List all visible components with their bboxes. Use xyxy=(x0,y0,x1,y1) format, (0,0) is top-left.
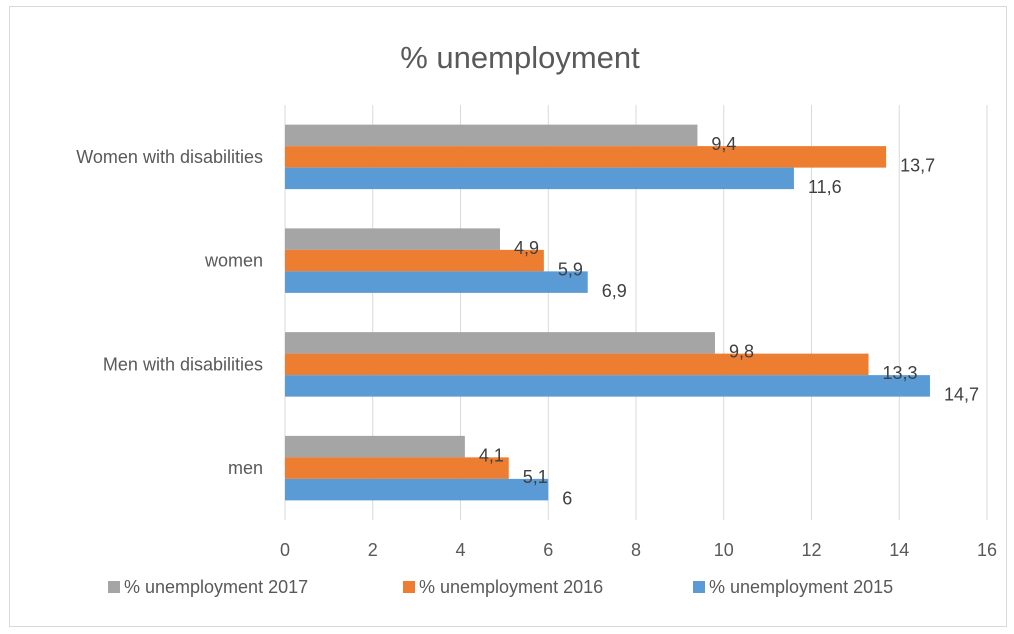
bar-2-3 xyxy=(285,167,794,190)
chart-frame xyxy=(9,6,1007,627)
bar-1-0 xyxy=(285,457,509,479)
data-label: 9,8 xyxy=(729,342,754,362)
x-tick-label: 16 xyxy=(977,540,997,560)
legend-swatch xyxy=(693,581,705,593)
bars xyxy=(285,124,930,501)
bar-0-3 xyxy=(285,124,698,147)
legend-label: % unemployment 2017 xyxy=(124,577,308,597)
x-tick-label: 2 xyxy=(368,540,378,560)
x-tick-label: 0 xyxy=(280,540,290,560)
category-label: women xyxy=(204,251,263,271)
data-label: 4,9 xyxy=(514,238,539,258)
bar-1-2 xyxy=(285,249,544,272)
legend-label: % unemployment 2015 xyxy=(709,577,893,597)
data-label: 9,4 xyxy=(711,134,736,154)
bar-0-2 xyxy=(285,228,500,250)
bar-2-1 xyxy=(285,375,930,397)
legend-swatch xyxy=(108,581,120,593)
x-tick-label: 4 xyxy=(455,540,465,560)
data-label: 5,9 xyxy=(558,259,583,279)
x-tick-label: 10 xyxy=(714,540,734,560)
bar-2-2 xyxy=(285,271,588,293)
data-label: 4,1 xyxy=(479,445,504,465)
data-label: 5,1 xyxy=(523,467,548,487)
legend-swatch xyxy=(403,581,415,593)
x-tick-label: 14 xyxy=(889,540,909,560)
bar-2-0 xyxy=(285,478,549,501)
legend: % unemployment 2017 % unemployment 2016 % … xyxy=(108,577,893,597)
legend-label: % unemployment 2016 xyxy=(419,577,603,597)
category-label: men xyxy=(228,458,263,478)
category-label: Men with disabilities xyxy=(103,354,263,374)
x-tick-label: 12 xyxy=(801,540,821,560)
chart-title: % unemployment xyxy=(400,40,640,75)
data-label: 13,3 xyxy=(883,363,918,383)
bar-0-1 xyxy=(285,332,715,354)
bar-1-1 xyxy=(285,353,869,376)
x-tick-label: 6 xyxy=(543,540,553,560)
data-label: 13,7 xyxy=(900,156,935,176)
bar-0-0 xyxy=(285,435,465,458)
data-label: 14,7 xyxy=(944,385,979,405)
category-label: Women with disabilities xyxy=(76,147,263,167)
data-label: 6,9 xyxy=(602,281,627,301)
bar-1-3 xyxy=(285,146,887,168)
data-label: 11,6 xyxy=(808,177,842,197)
x-tick-label: 8 xyxy=(631,540,641,560)
x-axis-ticks: 0 2 4 6 8 10 12 14 16 xyxy=(280,540,997,560)
data-label: 6 xyxy=(562,488,572,508)
category-axis: men Men with disabilities women Women with … xyxy=(76,147,263,478)
data-labels: 4,1 5,1 6 9,8 13,3 14,7 4,9 5,9 6,9 9,4 13,7 11,6 xyxy=(479,134,979,508)
